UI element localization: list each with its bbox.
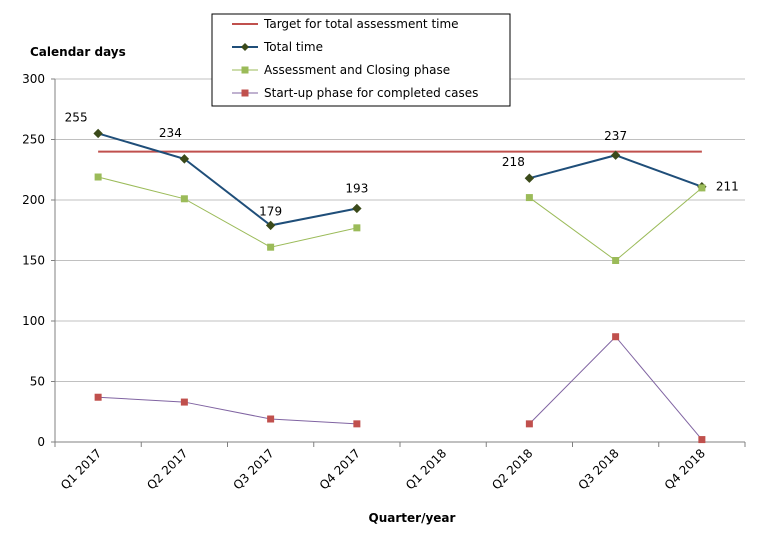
data-point [267,415,275,423]
x-tick-label: Q2 2017 [144,446,190,492]
data-point [698,436,706,444]
y-tick-label: 150 [22,254,45,268]
series-line [98,396,357,425]
x-tick-label: Q1 2018 [403,446,449,492]
legend-item: Start-up phase for completed cases [232,86,478,100]
data-point [612,333,620,341]
data-point [180,398,188,406]
y-axis-ticks: 0 50 100 150 200 250 300 [22,72,55,449]
legend-item: Target for total assessment time [232,17,459,31]
data-label: 179 [259,204,282,218]
y-tick-label: 250 [22,133,45,147]
series-line [98,176,357,248]
legend-box [211,13,511,107]
y-tick-label: 300 [22,72,45,86]
data-labels-layer: 255 234 179 193 218 237 211 [65,110,739,218]
y-tick-label: 0 [37,435,45,449]
data-point [180,195,188,203]
data-point [94,393,102,401]
legend-marker [241,89,249,97]
x-tick-label: Q1 2017 [58,446,104,492]
series-layer [93,128,707,444]
legend-label: Start-up phase for completed cases [264,86,478,100]
data-point [352,203,362,214]
series-2 [94,173,706,264]
data-point [353,420,361,428]
legend-label: Assessment and Closing phase [264,63,450,77]
x-axis-title: Quarter/year [369,511,456,525]
legend-label: Total time [263,40,323,54]
y-tick-label: 200 [22,193,45,207]
data-point [610,150,621,160]
legend: Target for total assessment time Total ti… [211,13,511,107]
legend-marker [241,66,249,74]
series-line [529,335,703,440]
x-tick-label: Q3 2018 [575,446,621,492]
data-point [179,154,190,164]
data-label: 237 [604,129,627,143]
legend-label: Target for total assessment time [263,17,459,31]
x-tick-label: Q4 2017 [317,446,363,492]
data-point [524,173,535,183]
x-tick-label: Q2 2018 [489,446,535,492]
data-point [525,194,533,202]
legend-item: Total time [232,40,323,54]
legend-item: Assessment and Closing phase [232,63,450,77]
data-point [525,420,533,428]
data-point [267,243,275,251]
data-label: 218 [502,155,525,169]
data-point [353,224,361,232]
series-3 [94,333,706,444]
series-1 [93,128,707,231]
data-point [612,257,620,264]
data-label: 234 [159,126,182,140]
data-point [265,220,276,231]
data-label: 193 [345,181,368,195]
data-label: 255 [65,110,88,124]
series-line [529,154,703,188]
data-point [698,184,706,192]
y-tick-label: 50 [30,375,45,389]
legend-marker [241,43,249,51]
x-axis-ticks: Q1 2017 Q2 2017 Q3 2017 Q4 2017 Q1 2018 Q2 20… [54,442,746,492]
data-point [94,173,102,181]
data-label: 211 [716,180,739,194]
series-line [529,187,703,262]
y-axis-title: Calendar days [30,45,126,59]
x-tick-label: Q3 2017 [230,446,276,492]
series-line [97,132,358,227]
data-point [93,128,103,139]
y-tick-label: 100 [22,314,45,328]
x-tick-label: Q4 2018 [662,446,708,492]
